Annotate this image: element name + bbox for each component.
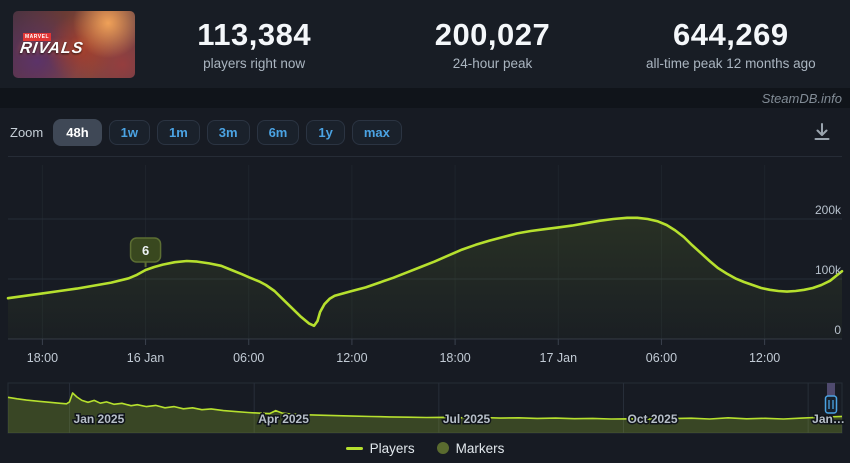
rivals-logo: RIVALS bbox=[18, 39, 85, 57]
peak-24h-label: 24-hour peak bbox=[452, 56, 533, 71]
y-axis-label: 200k bbox=[815, 203, 842, 217]
players-line-series bbox=[6, 216, 844, 339]
zoom-range-button-1y[interactable]: 1y bbox=[306, 119, 345, 145]
x-axis-label: 17 Jan bbox=[540, 351, 578, 365]
chart-toolbar: Zoom 48h 1w 1m 3m 6m 1y max bbox=[0, 108, 850, 156]
zoom-label: Zoom bbox=[10, 124, 44, 140]
y-axis-label: 100k bbox=[815, 263, 842, 277]
watermark-strip: SteamDB.info bbox=[0, 88, 850, 108]
zoom-range-button-max[interactable]: max bbox=[351, 119, 402, 145]
alltime-peak-value: 644,269 bbox=[673, 17, 789, 52]
current-players-value: 113,384 bbox=[197, 17, 312, 52]
navigator-area-fill bbox=[8, 393, 842, 433]
navigator-outline bbox=[7, 382, 843, 434]
legend-players-label: Players bbox=[369, 440, 415, 456]
legend-item-players[interactable]: Players bbox=[345, 440, 415, 456]
zoom-range-button-1m[interactable]: 1m bbox=[156, 119, 200, 145]
peak-24h-value: 200,027 bbox=[434, 17, 551, 52]
main-chart-axes: 18:00 16 Jan 06:00 12:00 18:00 17 Jan 06:00 12:… bbox=[27, 203, 842, 365]
zoom-range-button-3m[interactable]: 3m bbox=[206, 119, 250, 145]
current-players-label: players right now bbox=[203, 56, 306, 71]
navigator-date-label: Jan… bbox=[812, 412, 845, 426]
stat-24h-peak: 200,027 24-hour peak bbox=[373, 17, 611, 71]
game-capsule-image[interactable]: MARVEL RIVALS bbox=[13, 10, 135, 78]
navigator-date-label: Oct 2025 bbox=[627, 412, 677, 426]
navigator-handle[interactable] bbox=[824, 383, 838, 414]
x-axis-label: 16 Jan bbox=[127, 351, 165, 365]
players-line-swatch bbox=[345, 446, 363, 450]
x-axis-label: 18:00 bbox=[27, 351, 58, 365]
navigator-date-label: Apr 2025 bbox=[258, 412, 309, 426]
marker-count: 6 bbox=[142, 243, 149, 258]
navigator-grid bbox=[7, 382, 843, 434]
stat-current-players: 113,384 players right now bbox=[135, 17, 373, 71]
navigator-selection-strip bbox=[827, 383, 835, 397]
zoom-range-button-1w[interactable]: 1w bbox=[108, 119, 150, 145]
zoom-range-button-48h[interactable]: 48h bbox=[53, 118, 102, 146]
players-area-fill bbox=[8, 217, 842, 339]
navigator-date-label: Jul 2025 bbox=[443, 412, 491, 426]
players-line bbox=[6, 216, 844, 328]
y-axis-label: 0 bbox=[834, 323, 841, 337]
x-axis-label: 06:00 bbox=[233, 351, 264, 365]
zoom-button-group: 48h 1w 1m 3m 6m 1y max bbox=[53, 118, 402, 146]
steamdb-watermark: SteamDB.info bbox=[761, 90, 842, 106]
navigator-series bbox=[7, 392, 843, 433]
legend-markers-label: Markers bbox=[455, 440, 505, 456]
marker-badge[interactable] bbox=[129, 237, 162, 263]
stats-header: MARVEL RIVALS 113,384 players right now … bbox=[0, 0, 850, 88]
zoom-range-button-6m[interactable]: 6m bbox=[256, 119, 300, 145]
navigator-handle-grip[interactable] bbox=[824, 395, 838, 414]
x-axis-label: 18:00 bbox=[439, 351, 470, 365]
x-axis-label: 12:00 bbox=[336, 351, 367, 365]
navigator-labels: Jan 2025 Apr 2025 Jul 2025 Oct 2025 Jan… bbox=[72, 411, 846, 428]
x-axis-label: 06:00 bbox=[646, 351, 677, 365]
players-48h-chart[interactable]: 18:00 16 Jan 06:00 12:00 18:00 17 Jan 06:00 12:… bbox=[0, 158, 850, 376]
marvel-logo: MARVEL bbox=[23, 32, 52, 41]
stats-row: 113,384 players right now 200,027 24-hou… bbox=[135, 17, 850, 71]
stat-alltime-peak: 644,269 all-time peak 12 months ago bbox=[612, 17, 850, 71]
x-axis-label: 12:00 bbox=[749, 351, 780, 365]
history-navigator[interactable]: Jan 2025 Apr 2025 Jul 2025 Oct 2025 Jan… bbox=[0, 376, 850, 436]
navigator-date-label: Jan 2025 bbox=[74, 412, 125, 426]
milestone-marker-badge[interactable]: 6 bbox=[129, 237, 162, 267]
toolbar-divider bbox=[8, 156, 842, 157]
markers-circle-swatch bbox=[436, 442, 449, 454]
download-icon[interactable] bbox=[810, 120, 834, 144]
legend-item-markers[interactable]: Markers bbox=[436, 440, 505, 456]
alltime-peak-label: all-time peak 12 months ago bbox=[646, 56, 816, 71]
navigator-line bbox=[7, 392, 843, 421]
chart-legend: Players Markers bbox=[0, 433, 850, 463]
